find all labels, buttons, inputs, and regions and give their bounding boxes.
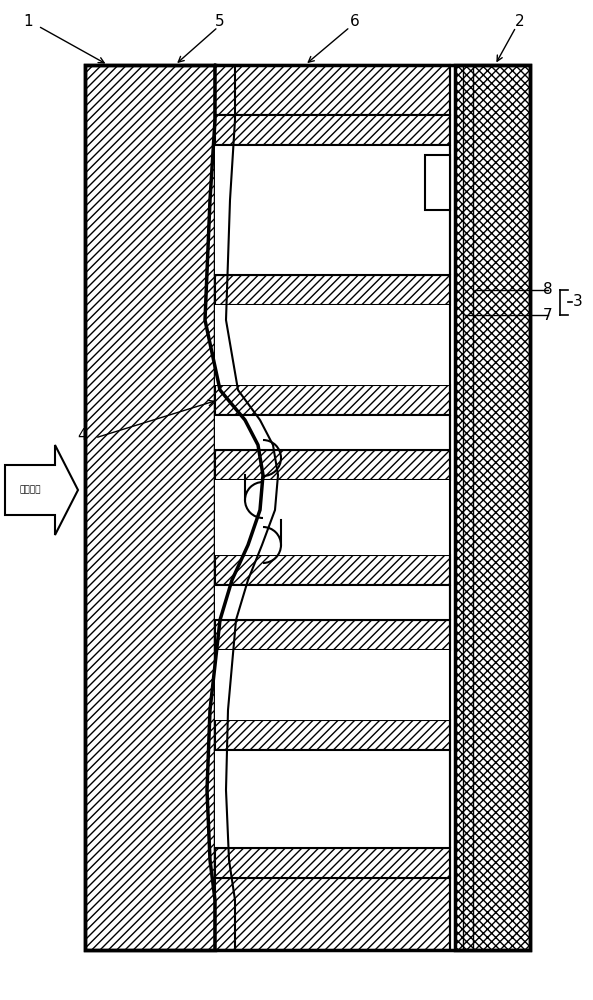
Bar <box>85 65 530 950</box>
Bar <box>215 650 450 720</box>
Bar <box>215 115 450 145</box>
Text: 6: 6 <box>350 14 360 29</box>
Bar <box>215 585 450 620</box>
Text: 1: 1 <box>23 14 33 29</box>
Bar <box>455 65 530 950</box>
Text: 3: 3 <box>573 294 583 310</box>
Bar <box>215 848 450 878</box>
Bar <box>85 65 215 950</box>
Polygon shape <box>5 445 78 535</box>
Bar <box>215 480 450 555</box>
Bar <box>215 415 450 450</box>
Text: 2: 2 <box>515 14 525 29</box>
Text: 5: 5 <box>215 14 225 29</box>
Bar <box>215 385 450 415</box>
Bar <box>215 720 450 750</box>
Text: 7: 7 <box>543 308 553 322</box>
Text: 押出方向: 押出方向 <box>19 486 41 494</box>
Bar <box>215 450 450 480</box>
Bar <box>215 555 450 585</box>
Bar <box>215 145 450 275</box>
Bar <box>215 275 450 305</box>
Bar <box>215 750 450 848</box>
Bar <box>215 65 450 115</box>
Bar <box>215 305 450 385</box>
Text: 4: 4 <box>77 428 87 442</box>
Bar <box>425 155 450 210</box>
Bar <box>215 878 450 950</box>
Text: 8: 8 <box>543 282 553 298</box>
Bar <box>215 620 450 650</box>
